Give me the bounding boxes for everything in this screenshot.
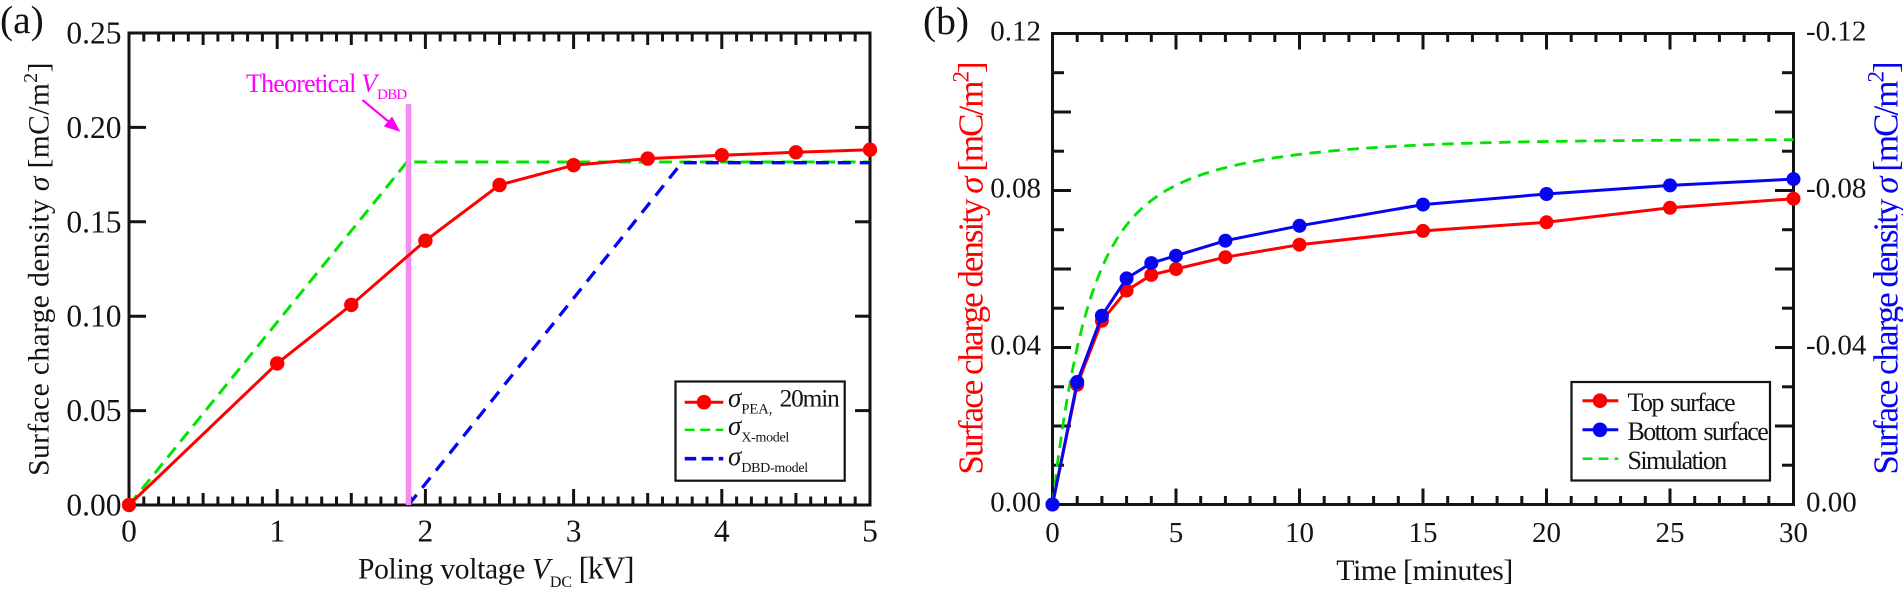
svg-text:30: 30 [1779, 517, 1808, 549]
svg-text:0.15: 0.15 [66, 204, 121, 239]
svg-text:0.05: 0.05 [66, 393, 121, 428]
svg-text:0.08: 0.08 [990, 173, 1041, 205]
svg-text:5: 5 [862, 514, 878, 549]
svg-text:Bottom surface: Bottom surface [1628, 417, 1769, 446]
svg-text:3: 3 [566, 514, 582, 549]
svg-text:Surface charge density σ [mC/m: Surface charge density σ [mC/m2] [20, 62, 56, 476]
svg-text:4: 4 [714, 514, 730, 549]
svg-text:0.04: 0.04 [990, 330, 1041, 362]
svg-text:-0.04: -0.04 [1806, 330, 1867, 362]
svg-text:Surface charge density σ [mC/m: Surface charge density σ [mC/m2] [949, 63, 991, 475]
svg-text:15: 15 [1409, 517, 1438, 549]
svg-text:20: 20 [1532, 517, 1561, 549]
svg-text:0.20: 0.20 [66, 110, 121, 145]
svg-text:0.25: 0.25 [66, 16, 121, 51]
svg-text:0.00: 0.00 [990, 487, 1041, 519]
svg-text:10: 10 [1285, 517, 1314, 549]
svg-text:25: 25 [1656, 517, 1685, 549]
svg-text:1: 1 [269, 514, 285, 549]
svg-text:-0.08: -0.08 [1806, 173, 1866, 205]
svg-text:(b): (b) [923, 0, 969, 43]
svg-text:0.00: 0.00 [66, 488, 121, 523]
svg-text:0: 0 [1045, 517, 1060, 549]
svg-text:-0.12: -0.12 [1806, 16, 1866, 48]
svg-text:Top surface: Top surface [1628, 388, 1736, 417]
svg-text:0.10: 0.10 [66, 299, 121, 334]
svg-text:0.12: 0.12 [990, 16, 1041, 48]
svg-text:Simulation: Simulation [1628, 446, 1728, 475]
svg-text:Time [minutes]: Time [minutes] [1336, 554, 1512, 587]
svg-text:5: 5 [1169, 517, 1184, 549]
svg-text:0: 0 [121, 514, 137, 549]
svg-text:Surface charge density σ [mC/m: Surface charge density σ [mC/m2] [1864, 63, 1903, 475]
svg-text:Poling voltage VDC [kV]: Poling voltage VDC [kV] [358, 550, 633, 592]
svg-text:0.00: 0.00 [1806, 487, 1857, 519]
svg-text:(a): (a) [0, 0, 44, 42]
svg-text:2: 2 [418, 514, 434, 549]
